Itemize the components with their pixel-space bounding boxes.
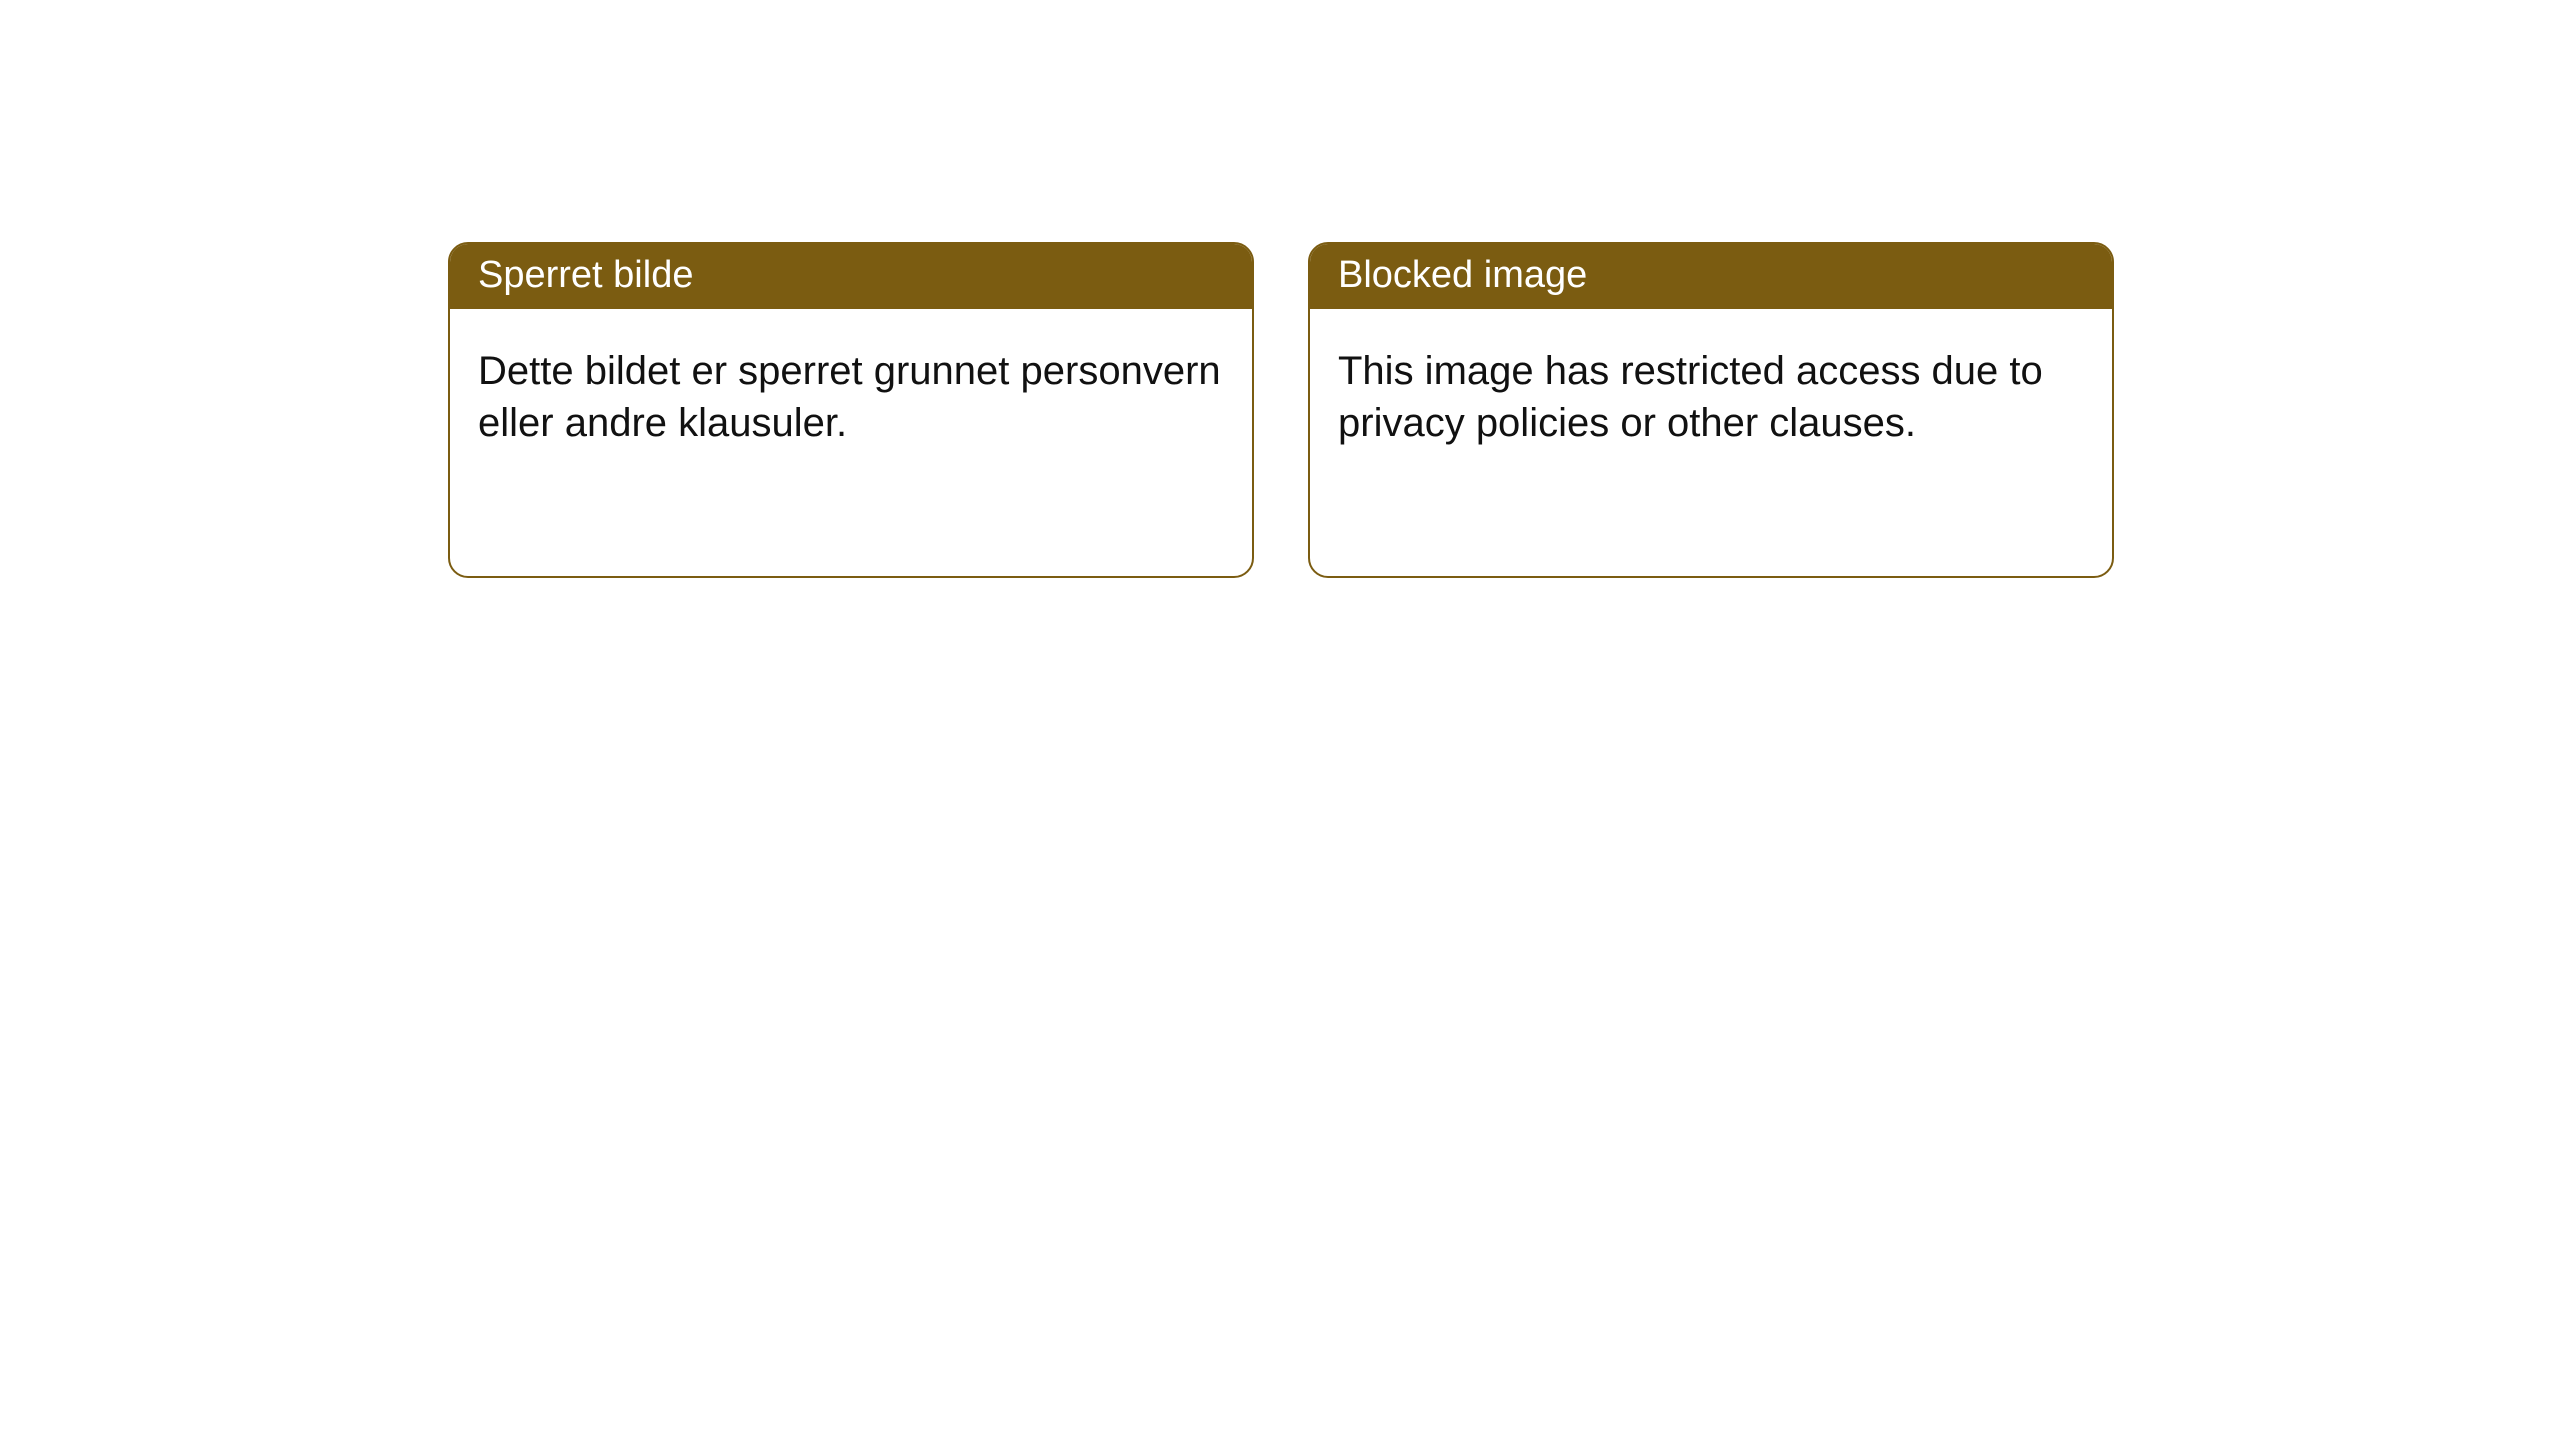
notice-card-header-no: Sperret bilde [450, 244, 1252, 309]
notice-card-body-no: Dette bildet er sperret grunnet personve… [450, 309, 1252, 477]
notice-title-no: Sperret bilde [478, 254, 693, 296]
notice-card-body-en: This image has restricted access due to … [1310, 309, 2112, 477]
notice-card-no: Sperret bilde Dette bildet er sperret gr… [448, 242, 1254, 578]
notice-card-header-en: Blocked image [1310, 244, 2112, 309]
notice-card-container: Sperret bilde Dette bildet er sperret gr… [448, 242, 2114, 578]
notice-body-en: This image has restricted access due to … [1338, 349, 2043, 445]
notice-title-en: Blocked image [1338, 254, 1587, 296]
notice-card-en: Blocked image This image has restricted … [1308, 242, 2114, 578]
notice-body-no: Dette bildet er sperret grunnet personve… [478, 349, 1221, 445]
